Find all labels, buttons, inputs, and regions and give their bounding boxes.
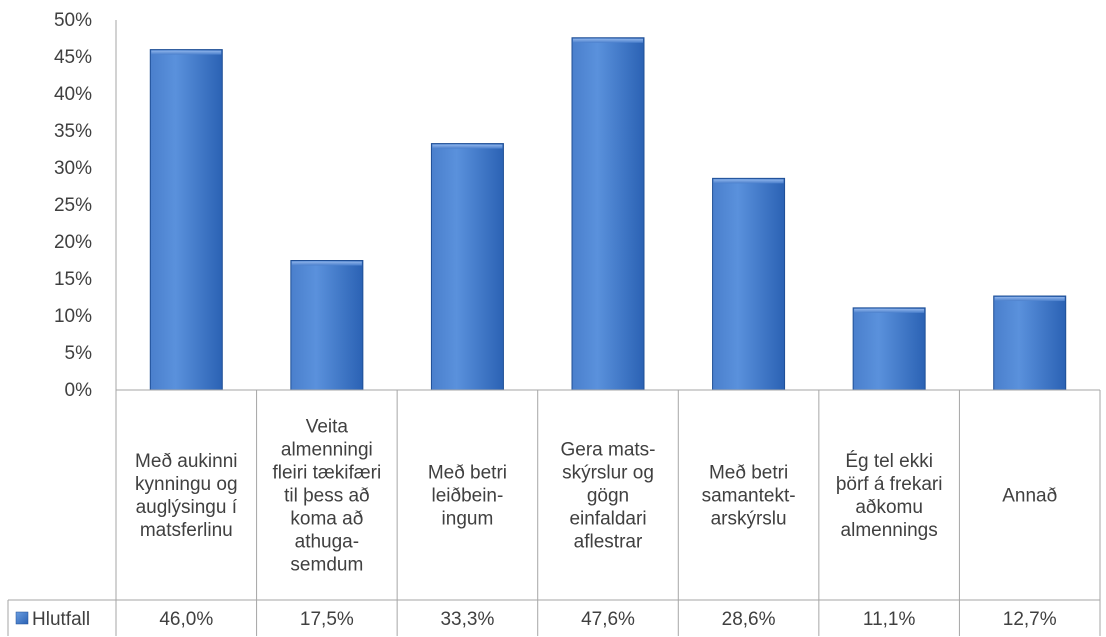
data-value-label: 33,3% xyxy=(440,609,494,630)
bar-body xyxy=(993,295,1067,391)
bar-top-highlight xyxy=(291,261,362,266)
legend-swatch xyxy=(15,611,29,625)
y-tick-label: 0% xyxy=(65,380,93,401)
bar-top-highlight xyxy=(713,179,784,184)
category-label-line: Ég tel ekki xyxy=(845,451,933,472)
bar xyxy=(430,143,504,391)
legend-label: Hlutfall xyxy=(32,609,90,630)
bar xyxy=(571,37,645,391)
y-tick-label: 45% xyxy=(54,47,92,68)
category-label-line: koma að xyxy=(290,508,363,529)
category-label-line: aðkomu xyxy=(855,497,923,518)
y-tick-label: 5% xyxy=(65,343,93,364)
category-label-line: Veita xyxy=(306,416,349,437)
data-value-label: 46,0% xyxy=(159,609,213,630)
bar xyxy=(712,177,786,391)
data-value-label: 28,6% xyxy=(722,609,776,630)
category-label-line: leiðbein- xyxy=(432,485,504,506)
y-tick-label: 50% xyxy=(54,10,92,31)
data-table: Með aukinni kynningu og auglýsingu í matsfe… xyxy=(7,389,1101,636)
bar-top-highlight xyxy=(994,297,1065,302)
bar-top-highlight xyxy=(151,50,222,55)
bar-body xyxy=(571,37,645,391)
data-value-label: 12,7% xyxy=(1003,609,1057,630)
bar-body xyxy=(149,49,223,391)
y-tick-label: 25% xyxy=(54,195,92,216)
y-tick-label: 20% xyxy=(54,232,92,253)
bar xyxy=(290,260,364,391)
category-label-line: Með betri xyxy=(428,462,507,483)
y-tick-label: 15% xyxy=(54,269,92,290)
bar xyxy=(852,307,926,391)
category-label-line: aflestrar xyxy=(574,531,643,552)
category-label-line: gögn xyxy=(587,485,629,506)
bar-top-highlight xyxy=(573,38,643,43)
category-label-line: semdum xyxy=(290,554,363,575)
bar-body xyxy=(430,143,504,391)
bar-body xyxy=(712,177,786,391)
y-tick-label: 40% xyxy=(54,84,92,105)
bar-body xyxy=(852,307,926,391)
category-label-line: arskýrslu xyxy=(711,508,787,529)
category-label-line: auglýsingu í xyxy=(136,497,238,518)
bar-top-highlight xyxy=(854,308,925,313)
bar-top-highlight xyxy=(432,144,503,149)
category-label: Ég tel ekki þörf á frekari aðkomu almenning… xyxy=(836,451,943,541)
category-label-line: athuga- xyxy=(295,531,359,552)
y-tick-label: 35% xyxy=(54,121,92,142)
category-label: Með betri samantekt-arskýrslu xyxy=(702,462,796,529)
y-tick-label: 30% xyxy=(54,158,92,179)
bars xyxy=(149,37,1067,391)
data-value-label: 47,6% xyxy=(581,609,635,630)
category-label-line: einfaldari xyxy=(569,508,646,529)
category-label-line: Gera mats- xyxy=(560,439,655,460)
category-label-line: ingum xyxy=(442,508,494,529)
category-label-line: matsferlinu xyxy=(140,520,233,541)
y-axis: 0% 5% 10% 15% 20% 25% 30% 35% 40% 45% 50% xyxy=(54,10,117,401)
category-label-line: almenningi xyxy=(281,439,373,460)
category-label-line: almennings xyxy=(841,520,938,541)
bar xyxy=(149,49,223,391)
category-label-line: skýrslur og xyxy=(562,462,654,483)
category-label: Gera mats-skýrslur og gögn einfaldari afles… xyxy=(560,439,655,552)
category-label-line: fleiri tækifæri xyxy=(272,462,381,483)
category-label: Með betri leiðbein-ingum xyxy=(428,462,507,529)
category-label-line: Með betri xyxy=(709,462,788,483)
category-label: Annað xyxy=(1002,485,1057,506)
bar-body xyxy=(290,260,364,391)
bar xyxy=(993,295,1067,391)
category-label-line: þörf á frekari xyxy=(836,474,943,495)
category-label: Veita almenningi fleiri tækifæri til þess a… xyxy=(272,416,381,575)
category-label-line: til þess að xyxy=(284,485,370,506)
category-label-line: Með aukinni xyxy=(135,451,237,472)
category-label-line: kynningu og xyxy=(135,474,237,495)
data-value-label: 11,1% xyxy=(863,609,916,630)
category-label-line: Annað xyxy=(1002,485,1057,506)
category-label: Með aukinni kynningu og auglýsingu í matsfe… xyxy=(135,451,238,541)
data-value-label: 17,5% xyxy=(300,609,354,630)
y-tick-label: 10% xyxy=(54,306,92,327)
category-label-line: samantekt- xyxy=(702,485,796,506)
